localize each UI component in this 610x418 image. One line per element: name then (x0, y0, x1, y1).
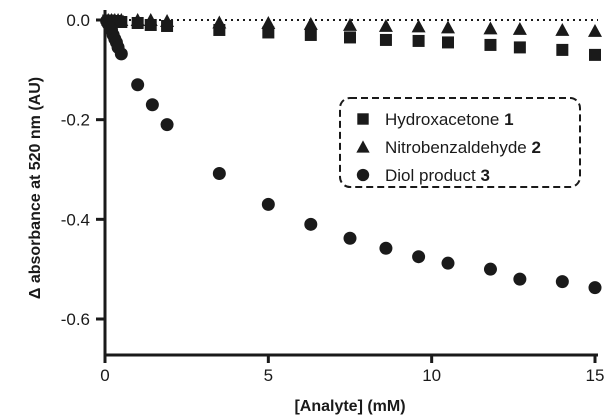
nitrobenzaldehyde-point (143, 13, 158, 26)
y-tick-label: 0.0 (66, 11, 90, 30)
nitrobenzaldehyde-point (441, 20, 455, 34)
diol-product-point (412, 250, 426, 264)
legend-items: Hydroxacetone 1 Nitrobenzaldehyde 2 Diol p… (356, 110, 541, 185)
legend: Hydroxacetone 1 Nitrobenzaldehyde 2 Diol p… (339, 97, 581, 188)
legend-nitrobenzaldehyde-label: Nitrobenzaldehyde 2 (385, 138, 541, 157)
nitrobenzaldehyde-point (378, 18, 393, 32)
diol-product-point (304, 217, 318, 231)
hydroxacetone-point (412, 34, 425, 47)
y-tick-label: -0.6 (61, 310, 90, 329)
diol-product-point (114, 47, 128, 61)
y-ticks: 0.0 -0.2 -0.4 -0.6 (61, 11, 105, 329)
hydroxacetone-point (379, 33, 392, 46)
diol-product-point (379, 241, 393, 255)
nitrobenzaldehyde-point (555, 22, 570, 36)
hydroxacetone-point (442, 36, 454, 49)
diol-product-point (212, 166, 226, 180)
diol-product-point (131, 78, 145, 92)
x-tick-label: 15 (586, 366, 605, 385)
data-points (100, 13, 602, 295)
nitrobenzaldehyde-point (114, 13, 129, 26)
hydroxacetone-point (513, 41, 526, 54)
hydroxacetone-point (262, 26, 275, 39)
nitrobenzaldehyde-point (411, 19, 426, 33)
diol-product-point (555, 275, 569, 289)
legend-diol-product-marker (356, 168, 370, 182)
x-axis-title: [Analyte] (mM) (294, 398, 405, 415)
legend-hydroxacetone-marker (357, 113, 369, 125)
hydroxacetone-point (484, 38, 497, 51)
diol-product-point (261, 197, 275, 211)
y-axis-title: Δ absorbance at 520 nm (AU) (27, 77, 44, 299)
hydroxacetone-point (556, 43, 569, 56)
diol-product-point (588, 281, 602, 295)
diol-product-point (343, 231, 357, 245)
diol-product-point (160, 118, 174, 132)
nitrobenzaldehyde-point (483, 21, 498, 35)
nitrobenzaldehyde-point (303, 16, 318, 30)
nitrobenzaldehyde-point (512, 21, 527, 35)
legend-nitrobenzaldehyde-marker (356, 140, 370, 153)
hydroxacetone-point (344, 31, 356, 44)
x-tick-label: 5 (264, 366, 273, 385)
x-ticks: 0 5 10 15 (100, 355, 604, 385)
nitrobenzaldehyde-point (343, 17, 357, 31)
axes (103, 10, 598, 357)
hydroxacetone-point (589, 48, 601, 61)
nitrobenzaldehyde-point (588, 23, 602, 37)
nitrobenzaldehyde-point (130, 13, 145, 26)
diol-product-point (513, 272, 527, 286)
diol-product-point (483, 262, 497, 276)
x-tick-label: 10 (422, 366, 441, 385)
nitrobenzaldehyde-point (261, 15, 276, 29)
legend-frame (339, 97, 581, 188)
y-tick-label: -0.4 (61, 210, 90, 229)
nitrobenzaldehyde-point (160, 13, 175, 27)
y-tick-label: -0.2 (61, 111, 90, 130)
diol-product-point (441, 256, 455, 270)
hydroxacetone-point (304, 28, 317, 41)
legend-hydroxacetone-label: Hydroxacetone 1 (385, 110, 514, 129)
diol-product-point (145, 98, 159, 112)
nitrobenzaldehyde-point (212, 15, 227, 29)
legend-diol-product-label: Diol product 3 (385, 166, 490, 185)
x-tick-label: 0 (100, 366, 109, 385)
